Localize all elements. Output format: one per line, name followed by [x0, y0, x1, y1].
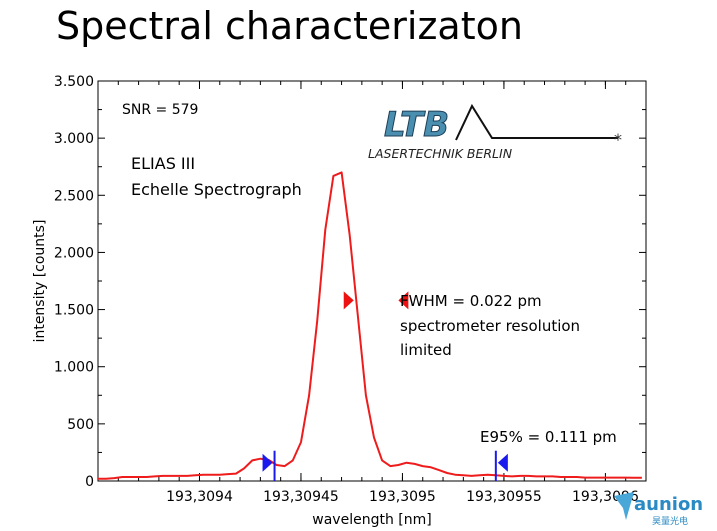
fwhm-left-arrow — [343, 291, 354, 310]
spectrum-line — [98, 171, 642, 480]
y-tick-label: 3.500 — [54, 74, 94, 90]
fwhm-label: FWHM = 0.022 pm — [400, 292, 542, 310]
instrument-name: ELIAS III — [131, 154, 195, 173]
fwhm-note-line2: limited — [400, 341, 452, 359]
y-tick-label: 1.500 — [54, 303, 94, 319]
e95-label: E95% = 0.111 pm — [480, 428, 617, 446]
aunion-brand: aunion 昊量光电 — [614, 492, 703, 527]
ltb-logo-star: * — [614, 130, 622, 149]
axis-ticks — [98, 80, 646, 482]
y-tick-label: 0 — [85, 474, 94, 490]
ltb-logo: LTB * LASERTECHNIK BERLIN — [368, 103, 622, 161]
e95-right-arrow — [497, 453, 508, 472]
aunion-brand-subtext: 昊量光电 — [652, 515, 688, 527]
y-tick-label: 500 — [67, 417, 94, 433]
fwhm-note-line1: spectrometer resolution — [400, 317, 580, 335]
snr-label: SNR = 579 — [122, 102, 198, 118]
slide-title: Spectral characterizaton — [56, 4, 523, 48]
aunion-brand-name: aunion — [634, 494, 703, 515]
x-axis-label: wavelength [nm] — [312, 512, 431, 528]
fwhm-right-arrow — [398, 291, 409, 310]
x-tick-label: 193,3094 — [166, 489, 233, 505]
instrument-type: Echelle Spectrograph — [131, 180, 302, 199]
ltb-logo-peak — [455, 103, 618, 141]
axis-tick-labels: 0 500 1.000 1.500 2.000 2.500 3.000 3.500 193,30… — [54, 74, 639, 505]
y-tick-label: 2.000 — [54, 245, 94, 261]
y-axis-label: intensity [counts] — [32, 220, 48, 343]
e95-left-arrow — [262, 453, 273, 472]
x-tick-label: 193,3095 — [369, 489, 436, 505]
y-tick-label: 2.500 — [54, 188, 94, 204]
y-tick-label: 1.000 — [54, 360, 94, 376]
y-tick-label: 3.000 — [54, 131, 94, 147]
aunion-logo-icon — [614, 492, 634, 520]
ltb-logo-subtext: LASERTECHNIK BERLIN — [368, 146, 513, 161]
ltb-logo-mark: LTB — [384, 105, 449, 145]
x-tick-label: 193,30945 — [263, 489, 339, 505]
x-tick-label: 193,30955 — [466, 489, 542, 505]
width-markers — [262, 291, 508, 481]
